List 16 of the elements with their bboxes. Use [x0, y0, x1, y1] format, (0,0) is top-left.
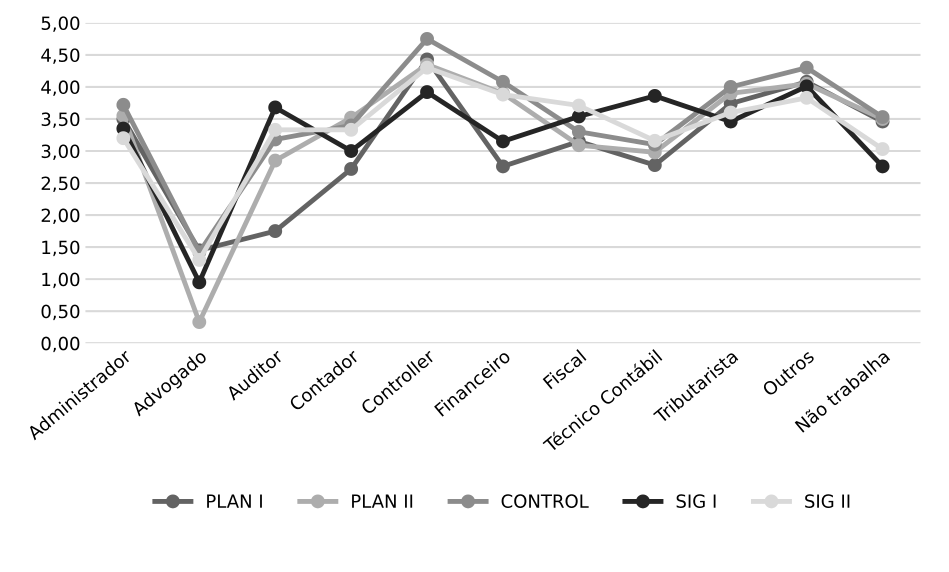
legend-label: SIG I	[676, 494, 716, 508]
legend-label: PLAN I	[207, 494, 262, 508]
y-tick-label: 4,50	[41, 48, 80, 64]
y-tick-label: 3,00	[42, 144, 80, 160]
y-tick-label: 2,00	[42, 208, 80, 224]
legend-label: PLAN II	[352, 494, 412, 508]
y-tick-label: 1,50	[42, 240, 80, 256]
y-tick-label: 1,00	[42, 272, 80, 288]
legend-label: SIG II	[805, 494, 850, 508]
legend-label: CONTROL	[502, 494, 589, 508]
y-tick-label: 0,00	[42, 336, 80, 352]
y-tick-label: 3,50	[42, 112, 80, 128]
y-tick-label: 0,50	[42, 304, 80, 320]
y-tick-label: 2,50	[42, 176, 80, 192]
y-tick-label: 4,00	[41, 80, 80, 96]
y-tick-label: 5,00	[42, 16, 80, 32]
